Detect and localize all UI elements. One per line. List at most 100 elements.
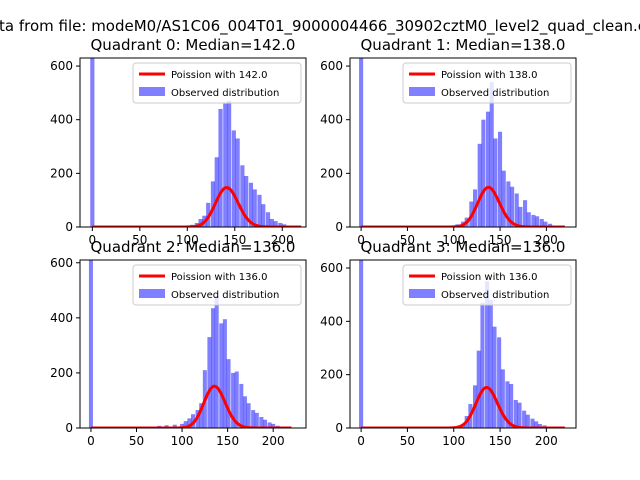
histogram-bar: [522, 410, 527, 428]
y-tick-label: 0: [335, 220, 343, 234]
histogram-bar: [187, 418, 192, 428]
histogram-bar: [219, 323, 224, 428]
subplot-quadrant-2: Quadrant 2: Median=136.0 0 50 100 150 200 0 200…: [50, 238, 307, 448]
legend-poisson-label: Poission with 138.0: [441, 70, 537, 81]
x-tick-label: 200: [535, 233, 558, 247]
histogram-bar: [231, 372, 236, 428]
histogram-bar: [278, 222, 283, 227]
histogram-bar: [534, 421, 539, 428]
histogram-bar: [88, 260, 93, 428]
axes-frame: [79, 57, 307, 228]
y-tick-label: 200: [320, 368, 343, 382]
histogram-bar: [489, 82, 494, 227]
histogram-bar: [246, 403, 251, 428]
y-tick-label: 200: [50, 166, 73, 180]
histogram-bar: [526, 212, 531, 227]
histogram-bar: [90, 58, 95, 227]
x-tick-label: 100: [176, 233, 199, 247]
histogram-bar: [172, 424, 177, 428]
histogram-bar: [211, 308, 216, 428]
subplot-quadrant-3: Quadrant 3: Median=136.0 0 50 100 150 200 0 200…: [320, 238, 577, 448]
subplot-grid: Quadrant 0: Median=142.0 0 50 100 150 200 0 200…: [50, 36, 577, 448]
histogram-bar: [259, 416, 264, 428]
legend-poisson-label: Poission with 136.0: [441, 272, 537, 283]
x-tick-label: 50: [400, 434, 415, 448]
histogram-bar: [265, 212, 271, 227]
x-tick-label: 100: [442, 233, 465, 247]
legend: Poission with 138.0 Observed distribution: [402, 62, 572, 104]
histogram-bar: [359, 260, 364, 428]
histogram-bar: [535, 216, 540, 227]
histogram-bar: [543, 221, 548, 227]
histogram-bar: [477, 143, 482, 227]
x-tick-label: 100: [442, 434, 465, 448]
y-tick-label: 400: [50, 113, 73, 127]
histogram-bar: [231, 130, 236, 227]
x-tick-label: 200: [262, 434, 285, 448]
legend-frame: [132, 264, 302, 306]
x-tick-label: 50: [129, 434, 144, 448]
legend: Poission with 136.0 Observed distribution: [402, 264, 572, 306]
histogram-bar: [531, 214, 536, 227]
axes-frame: [349, 259, 577, 429]
subplot-title: Quadrant 2: Median=136.0: [91, 238, 296, 256]
histogram-bar: [488, 300, 493, 428]
histogram-bar: [248, 182, 254, 227]
histogram-bar: [514, 193, 519, 227]
y-tick-label: 600: [320, 59, 343, 73]
histogram-bar: [257, 194, 262, 227]
histogram-bar: [485, 281, 490, 428]
histogram-bar: [226, 100, 232, 227]
histogram-bar: [476, 350, 481, 428]
x-tick-label: 100: [171, 434, 194, 448]
histogram-bar: [252, 189, 257, 227]
y-tick-label: 400: [320, 314, 343, 328]
histogram-bar: [480, 302, 485, 428]
histogram-bar: [262, 419, 267, 428]
histogram-bar: [218, 108, 223, 227]
histogram-bar: [242, 396, 247, 428]
legend-frame: [402, 62, 572, 104]
x-tick-label: 150: [489, 233, 512, 247]
histogram-bar: [240, 165, 245, 227]
subplot-title: Quadrant 1: Median=138.0: [361, 36, 566, 54]
legend-observed-label: Observed distribution: [171, 88, 279, 99]
y-tick-label: 0: [65, 220, 73, 234]
histogram-bar: [199, 403, 204, 428]
histogram-bar: [485, 111, 491, 227]
histogram-bar: [234, 371, 239, 428]
legend-frame: [402, 264, 572, 306]
histogram-bar: [267, 422, 272, 428]
x-tick-label: 200: [535, 434, 558, 448]
histogram-bar: [506, 181, 511, 227]
legend-observed-swatch: [139, 289, 165, 298]
subplot-title: Quadrant 3: Median=136.0: [361, 238, 566, 256]
x-tick-label: 50: [400, 233, 415, 247]
legend-observed-label: Observed distribution: [441, 290, 549, 301]
subplot-quadrant-0: Quadrant 0: Median=142.0 0 50 100 150 200 0 200…: [50, 36, 307, 247]
histogram-bar: [548, 223, 553, 227]
histogram-bar: [254, 412, 259, 428]
legend-observed-swatch: [409, 289, 435, 298]
observed-histogram: [359, 58, 557, 227]
histogram-bar: [359, 58, 364, 227]
figure-suptitle: Data from file: modeM0/AS1C06_004T01_900…: [0, 17, 640, 36]
histogram-bar: [492, 326, 497, 428]
x-tick-label: 150: [489, 434, 512, 448]
histogram-bar: [493, 138, 498, 227]
y-tick-label: 600: [320, 261, 343, 275]
histogram-bar: [501, 170, 506, 227]
histogram-bar: [244, 176, 249, 227]
histogram-bar: [214, 157, 219, 227]
legend-poisson-label: Poission with 136.0: [171, 272, 267, 283]
histogram-bar: [273, 221, 278, 227]
y-tick-label: 400: [320, 113, 343, 127]
histogram-bar: [510, 186, 515, 227]
histogram-bar: [207, 337, 212, 428]
histogram-bar: [271, 423, 276, 428]
histogram-bar: [223, 103, 228, 227]
histogram-bar: [222, 319, 227, 428]
y-tick-label: 0: [335, 421, 343, 435]
histogram-bar: [210, 181, 216, 227]
histogram-bar: [500, 369, 505, 428]
